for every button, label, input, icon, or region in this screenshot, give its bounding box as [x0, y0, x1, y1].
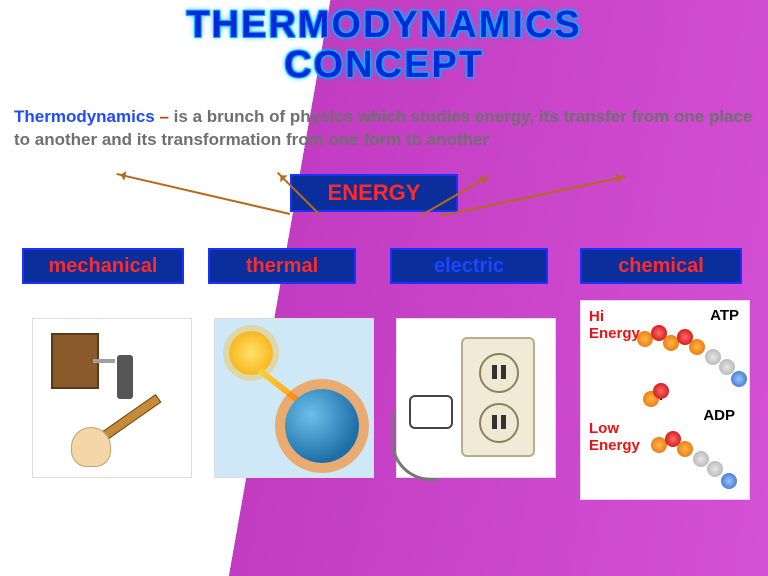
low-energy-label: LowEnergy — [589, 421, 640, 454]
energy-root-label: ENERGY — [328, 180, 421, 206]
arrow-to-mechanical — [116, 173, 290, 215]
adp-label: ADP — [703, 407, 735, 424]
title-line-1: THERMODYNAMICS — [0, 6, 768, 46]
image-mechanical — [32, 318, 192, 478]
type-box-mechanical: mechanical — [22, 248, 184, 284]
image-thermal — [214, 318, 374, 478]
slide-title: THERMODYNAMICS CONCEPT — [0, 6, 768, 86]
type-label: chemical — [618, 255, 704, 278]
hi-energy-label: HiEnergy — [589, 309, 640, 342]
type-box-electric: electric — [390, 248, 548, 284]
definition-text: Thermodynamics – is a brunch of physics … — [14, 106, 754, 152]
outlet-icon — [397, 319, 555, 477]
definition-dash: – — [155, 107, 174, 126]
arrow-to-chemical — [440, 176, 626, 217]
type-label: mechanical — [49, 255, 158, 278]
definition-term: Thermodynamics — [14, 107, 155, 126]
sun-earth-icon — [215, 319, 373, 477]
type-label: electric — [434, 255, 504, 278]
type-label: thermal — [246, 255, 318, 278]
image-electric — [396, 318, 556, 478]
hammer-icon — [33, 319, 191, 477]
type-box-thermal: thermal — [208, 248, 356, 284]
atp-label: ATP — [710, 307, 739, 324]
atp-adp-icon: HiEnergy LowEnergy ATP ADP P — [581, 301, 749, 499]
title-line-2: CONCEPT — [0, 46, 768, 86]
type-box-chemical: chemical — [580, 248, 742, 284]
image-chemical: HiEnergy LowEnergy ATP ADP P — [580, 300, 750, 500]
slide-content: THERMODYNAMICS CONCEPT Thermodynamics – … — [0, 0, 768, 576]
